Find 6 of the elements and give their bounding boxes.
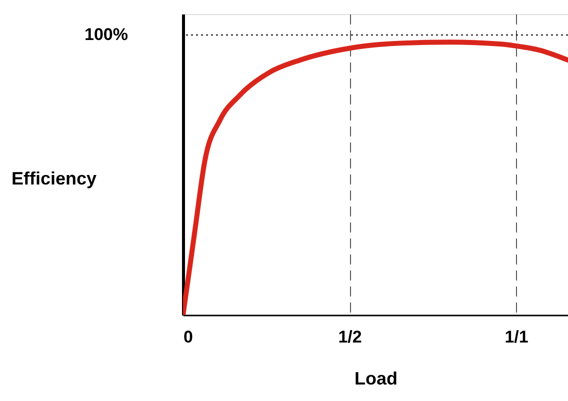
- x-tick-label: 1/2: [338, 328, 362, 346]
- x-tick-label: 1/1: [504, 328, 528, 346]
- y-axis-title: Efficiency: [12, 168, 97, 188]
- x-tick-label: 0: [184, 328, 193, 346]
- x-axis-title: Load: [354, 368, 398, 388]
- text: 100%: [84, 25, 128, 44]
